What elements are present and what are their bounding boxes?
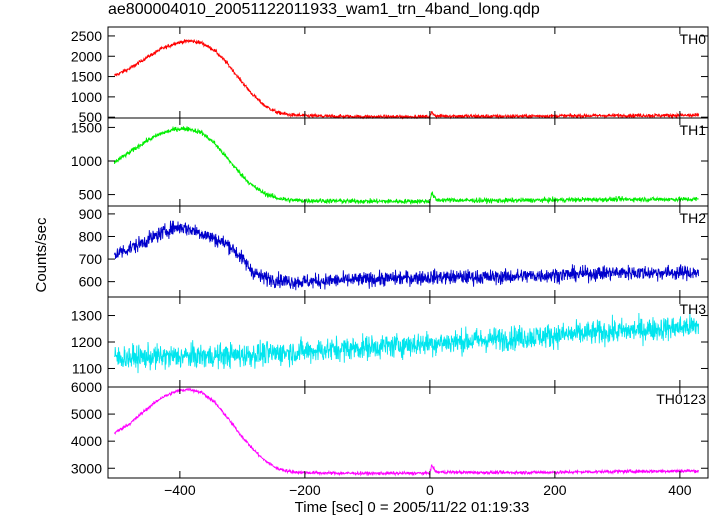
- panel-frame: [107, 386, 709, 479]
- x-axis-label: Time [sec] 0 = 2005/11/22 01:19:33: [295, 499, 530, 516]
- y-tick-label: 1500: [71, 119, 102, 135]
- y-tick-label: 900: [79, 206, 103, 222]
- y-tick-label: 1100: [72, 360, 102, 376]
- x-tick-label: 200: [543, 482, 567, 498]
- y-tick-label: 500: [79, 109, 103, 125]
- panel-label-th1: TH1: [680, 122, 707, 138]
- chart-title: ae800004010_20051122011933_wam1_trn_4ban…: [108, 1, 540, 18]
- panel-label-th2: TH2: [680, 210, 707, 226]
- series-line-th0: [114, 38, 700, 120]
- panel-th1: 500 1000 1500 TH1: [71, 117, 709, 207]
- panel-th0123: 3000 4000 5000 6000 TH0123: [71, 379, 709, 479]
- y-tick-label: 800: [79, 228, 103, 244]
- y-tick-label: 4000: [71, 433, 102, 449]
- panel-label-th3: TH3: [680, 301, 707, 317]
- y-tick-label: 1300: [71, 308, 102, 324]
- x-tick-label: −400: [164, 482, 196, 498]
- y-tick-label: 1200: [71, 334, 102, 350]
- y-tick-label: 600: [79, 274, 103, 290]
- y-tick-label: 2500: [71, 28, 102, 44]
- y-tick-label: 700: [79, 251, 103, 267]
- y-tick-label: 500: [79, 187, 103, 203]
- panel-label-th0123: TH0123: [656, 391, 706, 407]
- y-tick-label: 1000: [71, 153, 102, 169]
- y-tick-label: 1500: [71, 69, 102, 85]
- y-axis-label: Counts/sec: [33, 217, 50, 293]
- y-tick-label: 1000: [71, 89, 102, 105]
- y-tick-label: 6000: [71, 379, 102, 395]
- panel-th3: 1100 1200 1300 TH3: [71, 296, 709, 388]
- panel-label-th0: TH0: [680, 31, 707, 47]
- y-tick-label: 5000: [71, 406, 102, 422]
- x-tick-label: 400: [668, 482, 692, 498]
- y-tick-label: 2000: [71, 48, 102, 64]
- series-line-th0123: [113, 387, 700, 477]
- panel-th0: 500 1000 1500 2000 2500 TH0: [71, 26, 709, 125]
- series-line-th2: [113, 220, 700, 291]
- panel-th2: 600 700 800 900 TH2: [79, 205, 709, 298]
- x-tick-label: −200: [289, 482, 321, 498]
- series-line-th3: [113, 312, 700, 374]
- y-tick-label: 3000: [71, 460, 102, 476]
- series-line-th1: [113, 125, 699, 206]
- panel-frame: [107, 205, 709, 298]
- x-tick-label: 0: [426, 482, 434, 498]
